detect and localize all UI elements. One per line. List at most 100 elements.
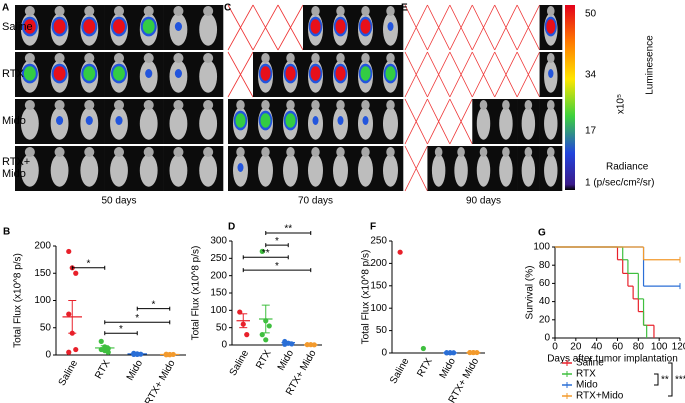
signal [83,19,96,34]
mouse-head [479,100,488,110]
x-tick-label: Mido [438,356,459,381]
signal [312,116,319,125]
x-tick-label: Saline [228,348,252,378]
colorbar-unit: x10⁵ [616,94,627,114]
mouse-body [139,107,158,140]
data-point [259,248,265,254]
mouse-head [386,100,395,110]
x-axis-label: Days after tumor implantation [547,354,678,365]
mouse-body [499,154,513,187]
y-axis-label: Survival (%) [525,266,536,320]
mouse-head [173,147,184,157]
significance-label: ** [284,224,292,235]
cross-mark [404,98,428,145]
panel-letter: E [401,3,408,14]
signal [113,66,125,81]
mouse-head [203,6,214,16]
mouse-head [457,147,465,157]
y-tick-label: 80 [539,260,551,271]
timepoint-label: 90 days [466,196,501,207]
significance-label: ** [661,375,669,386]
mouse-body [521,107,536,140]
row-label: RTX+ Mido [2,156,31,180]
mouse-body [258,154,273,187]
legend-label: Saline [576,358,604,369]
signal [360,66,371,81]
y-tick-label: 100 [34,295,51,306]
mouse-head [386,6,395,16]
mouse-head [113,100,125,110]
mouse-head [54,53,65,63]
y-tick-label: 250 [370,236,387,247]
y-tick-label: 50 [376,325,388,336]
significance-label: ** [262,248,270,259]
signal [85,116,93,125]
mouse-body [199,13,218,46]
cross-mark [449,98,473,145]
cross-mark [494,4,518,51]
mouse-head [286,147,295,157]
mouse-head [203,53,214,63]
signal [260,113,271,128]
mouse-head [54,6,65,16]
mouse-body [20,107,39,140]
x-tick-label: 20 [570,342,582,353]
y-tick-label: 200 [370,258,387,269]
data-point [420,345,426,352]
mouse-head [311,100,320,110]
mouse-head [143,147,154,157]
mouse-head [173,100,184,110]
legend-label: RTX [576,369,596,380]
mouse-head [113,53,125,63]
x-tick-label: RTX+ Mido [143,358,178,403]
x-tick-label: 60 [612,342,624,353]
cross-mark [427,98,451,145]
mouse-head [546,147,555,157]
mouse-head [386,53,395,63]
signal [360,19,371,34]
mouse-head [524,147,533,157]
x-tick-label: Mido [125,358,146,383]
mouse-body [169,107,188,140]
y-tick-label: 0 [381,348,387,359]
mouse-head [173,6,184,16]
legend-bracket [654,362,673,397]
cross-mark [277,4,304,51]
significance-label: * [275,261,279,272]
signal [310,66,321,81]
mouse-head [236,100,245,110]
data-point [244,332,250,338]
mouse-body [308,154,323,187]
signal [145,69,153,78]
y-tick-label: 50 [216,322,228,333]
cross-mark [227,4,254,51]
mouse-head [24,6,35,16]
significance-label: * [275,236,279,247]
mouse-head [361,100,370,110]
panel-letter: G [538,228,546,239]
y-tick-label: 200 [210,270,227,281]
signal [174,22,182,31]
cross-mark [494,51,518,98]
cross-mark [227,51,254,98]
signal [56,116,64,125]
y-tick-label: 150 [210,288,227,299]
cross-mark [404,51,428,98]
mouse-head [361,53,370,63]
mouse-body [521,154,536,187]
mouse-head [479,147,488,157]
mouse-body [544,154,558,187]
data-point [73,346,79,353]
signal [23,66,36,81]
mouse-body [283,154,298,187]
y-axis-label: Total Flux (x10^8 p/s) [361,250,372,345]
mouse-head [203,100,214,110]
panel-letter: B [3,227,10,238]
mouse-head [54,147,65,157]
mouse-head [286,100,295,110]
data-point [66,349,72,355]
mouse-head [261,53,270,63]
mouse-head [546,6,555,16]
